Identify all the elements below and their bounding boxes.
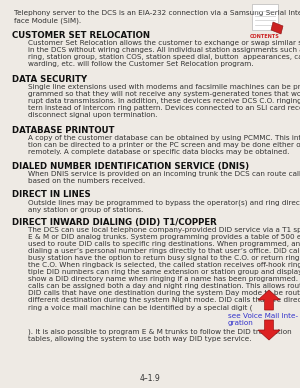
Text: DATABASE PRINTOUT: DATABASE PRINTOUT	[12, 126, 115, 135]
Text: Telephony server to the DCS is an EIA-232 connection via a Samsung Serial Inter-: Telephony server to the DCS is an EIA-23…	[14, 10, 300, 24]
Text: A copy of the customer database can be obtained by using PCMMC. This informa-
ti: A copy of the customer database can be o…	[28, 135, 300, 155]
Text: DIRECT INWARD DIALING (DID) T1/COPPER: DIRECT INWARD DIALING (DID) T1/COPPER	[12, 218, 217, 227]
Text: Outside lines may be programmed to bypass the operator(s) and ring directly at
a: Outside lines may be programmed to bypas…	[28, 199, 300, 213]
Text: Single line extensions used with modems and facsimile machines can be pro-
gramm: Single line extensions used with modems …	[28, 84, 300, 118]
Text: DATA SECURITY: DATA SECURITY	[12, 75, 87, 84]
Text: The DCS can use local telephone company-provided DID service via a T1 span,
E & : The DCS can use local telephone company-…	[28, 227, 300, 311]
FancyBboxPatch shape	[252, 4, 278, 30]
Text: CONTENTS: CONTENTS	[250, 34, 280, 39]
Text: ). It is also possible to program E & M trunks to follow the DID translation
tab: ). It is also possible to program E & M …	[28, 329, 292, 342]
Text: When DNIS service is provided on an incoming trunk the DCS can route calls
based: When DNIS service is provided on an inco…	[28, 171, 300, 184]
Text: CUSTOMER SET RELOCATION: CUSTOMER SET RELOCATION	[12, 31, 150, 40]
Text: DIALED NUMBER IDENTIFICATION SERVICE (DNIS): DIALED NUMBER IDENTIFICATION SERVICE (DN…	[12, 162, 249, 171]
Polygon shape	[258, 320, 280, 340]
Polygon shape	[271, 22, 283, 34]
Text: DIRECT IN LINES: DIRECT IN LINES	[12, 190, 91, 199]
Text: see Voice Mail Inte-
gration: see Voice Mail Inte- gration	[228, 313, 298, 326]
Text: 4–1.9: 4–1.9	[140, 374, 160, 383]
Text: Customer Set Relocation allows the customer to exchange or swap similar stations: Customer Set Relocation allows the custo…	[28, 40, 300, 67]
Polygon shape	[258, 290, 280, 310]
